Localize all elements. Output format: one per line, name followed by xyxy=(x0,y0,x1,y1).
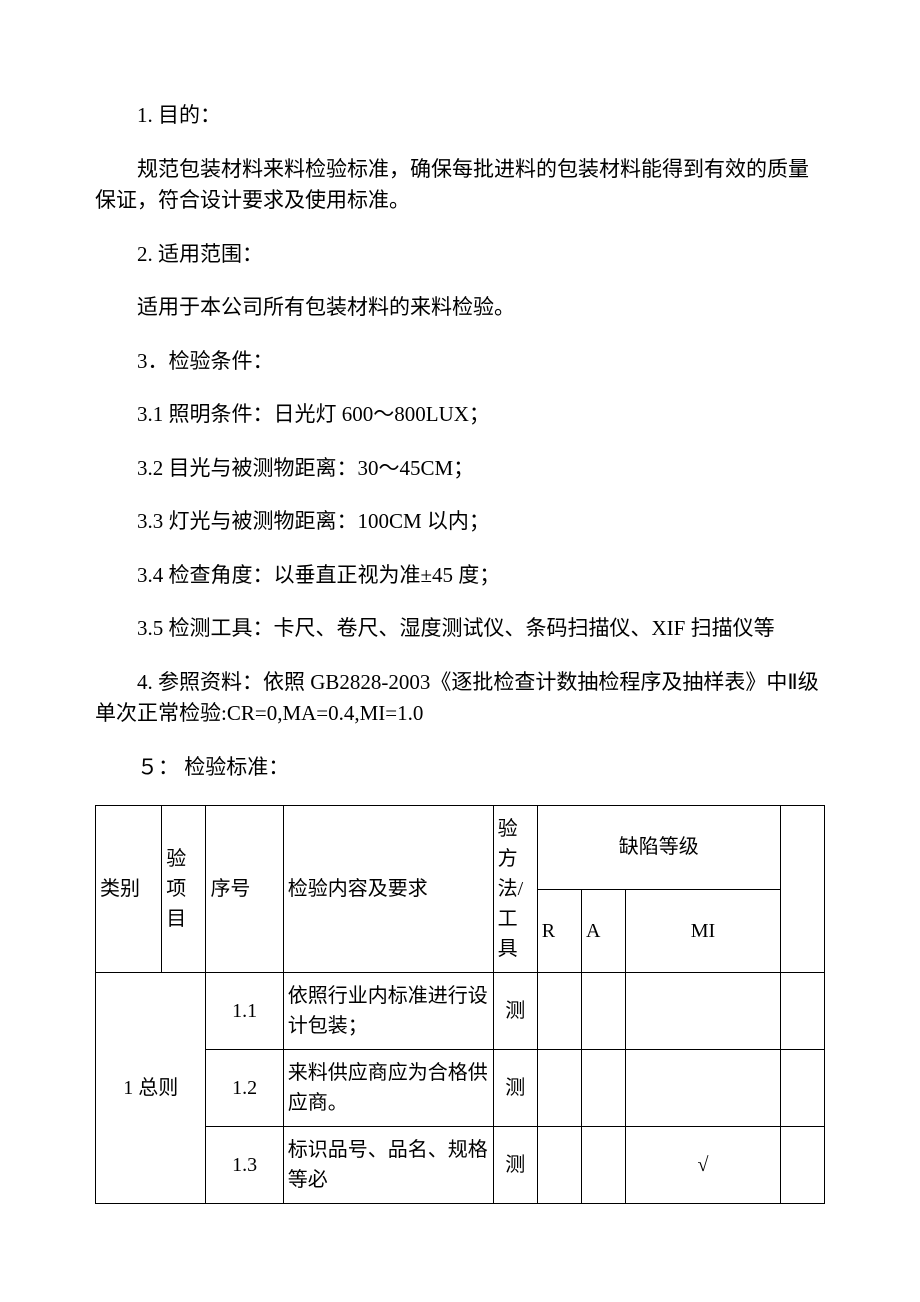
cell-empty xyxy=(780,973,824,1050)
cell-method: 测 xyxy=(493,973,537,1050)
header-empty xyxy=(780,806,824,973)
cell-a xyxy=(581,973,625,1050)
section-3-title: 3．检验条件： xyxy=(95,346,825,378)
cell-mi xyxy=(626,973,781,1050)
cell-seq: 1.3 xyxy=(206,1127,283,1204)
header-r: R xyxy=(537,889,581,973)
header-seq: 序号 xyxy=(206,806,283,973)
section-3-1: 3.1 照明条件：日光灯 600～800LUX； xyxy=(95,399,825,431)
cell-empty xyxy=(780,1127,824,1204)
header-defect-level: 缺陷等级 xyxy=(537,806,780,890)
cell-a xyxy=(581,1050,625,1127)
section-3-3: 3.3 灯光与被测物距离：100CM 以内； xyxy=(95,506,825,538)
cell-r xyxy=(537,1127,581,1204)
cell-method: 测 xyxy=(493,1050,537,1127)
inspection-table: 类别 验项目 序号 检验内容及要求 验方法/工具 缺陷等级 R A MI 1 总… xyxy=(95,805,825,1204)
cell-empty xyxy=(780,1050,824,1127)
cell-r xyxy=(537,1050,581,1127)
table-row: 1 总则 1.1 依照行业内标准进行设计包装； 测 xyxy=(96,973,825,1050)
section-2-title: 2. 适用范围： xyxy=(95,239,825,271)
header-item: 验项目 xyxy=(162,806,206,973)
section-2-body: 适用于本公司所有包装材料的来料检验。 xyxy=(95,292,825,324)
table-header-row-1: 类别 验项目 序号 检验内容及要求 验方法/工具 缺陷等级 xyxy=(96,806,825,890)
section-3-5: 3.5 检测工具：卡尺、卷尺、湿度测试仪、条码扫描仪、XIF 扫描仪等 xyxy=(95,613,825,645)
cell-r xyxy=(537,973,581,1050)
header-content: 检验内容及要求 xyxy=(283,806,493,973)
header-method: 验方法/工具 xyxy=(493,806,537,973)
cell-content: 依照行业内标准进行设计包装； xyxy=(283,973,493,1050)
header-a: A xyxy=(581,889,625,973)
header-category: 类别 xyxy=(96,806,162,973)
section-3-2: 3.2 目光与被测物距离：30～45CM； xyxy=(95,453,825,485)
cell-a xyxy=(581,1127,625,1204)
cell-content: 标识品号、品名、规格等必 xyxy=(283,1127,493,1204)
section-5-title: ５： 检验标准： xyxy=(95,752,825,784)
cell-content: 来料供应商应为合格供应商。 xyxy=(283,1050,493,1127)
cell-category: 1 总则 xyxy=(96,973,206,1204)
header-mi: MI xyxy=(626,889,781,973)
cell-method: 测 xyxy=(493,1127,537,1204)
section-1-title: 1. 目的： xyxy=(95,100,825,132)
cell-seq: 1.2 xyxy=(206,1050,283,1127)
section-4: 4. 参照资料：依照 GB2828-2003《逐批检查计数抽检程序及抽样表》中Ⅱ… xyxy=(95,667,825,730)
cell-mi xyxy=(626,1050,781,1127)
cell-seq: 1.1 xyxy=(206,973,283,1050)
section-3-4: 3.4 检查角度：以垂直正视为准±45 度； xyxy=(95,560,825,592)
section-1-body: 规范包装材料来料检验标准，确保每批进料的包装材料能得到有效的质量保证，符合设计要… xyxy=(95,154,825,217)
cell-mi: √ xyxy=(626,1127,781,1204)
